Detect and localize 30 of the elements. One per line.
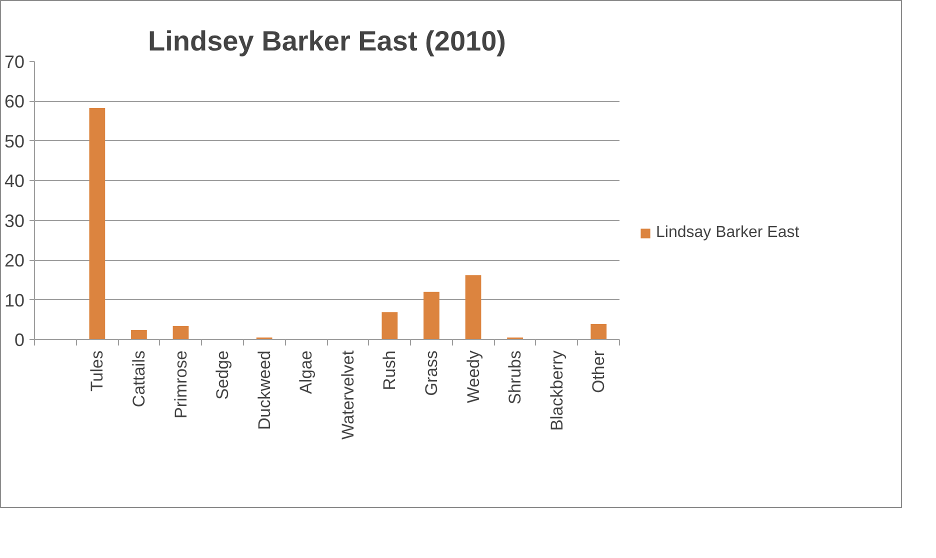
y-tick-label: 0: [14, 330, 25, 350]
x-tick-label: Algae: [296, 350, 316, 394]
x-tick-label: Other: [589, 350, 608, 394]
x-tick-label: Watervelvet: [338, 350, 358, 440]
y-tick-label: 60: [4, 92, 25, 112]
x-tick-label: Shrubs: [506, 350, 525, 404]
x-tick-label: Blackberry: [547, 350, 566, 431]
bar: [382, 312, 398, 340]
y-tick-label: 40: [4, 171, 25, 192]
bar: [465, 275, 482, 340]
x-tick-label: Rush: [380, 350, 400, 390]
legend-label: Lindsay Barker East: [656, 224, 800, 242]
x-tick-label: Primrose: [171, 350, 190, 419]
bar: [590, 324, 607, 340]
chart-title: Lindsey Barker East (2010): [148, 26, 506, 56]
bar: [89, 108, 106, 340]
x-tick-label: Grass: [422, 350, 441, 396]
y-tick-label: 20: [4, 250, 25, 271]
y-tick-label: 70: [4, 52, 25, 72]
x-tick-label: Duckweed: [254, 350, 274, 430]
y-tick-label: 50: [4, 131, 25, 152]
x-tick-label: Sedge: [213, 350, 232, 400]
x-tick-label: Cattails: [129, 350, 148, 408]
bar: [424, 292, 440, 340]
x-tick-label: Tules: [88, 350, 107, 392]
y-tick-label: 30: [4, 210, 25, 231]
x-tick-label: Weedy: [464, 350, 483, 404]
y-tick-label: 10: [4, 290, 25, 310]
bar: [172, 326, 189, 340]
bar: [131, 330, 147, 340]
